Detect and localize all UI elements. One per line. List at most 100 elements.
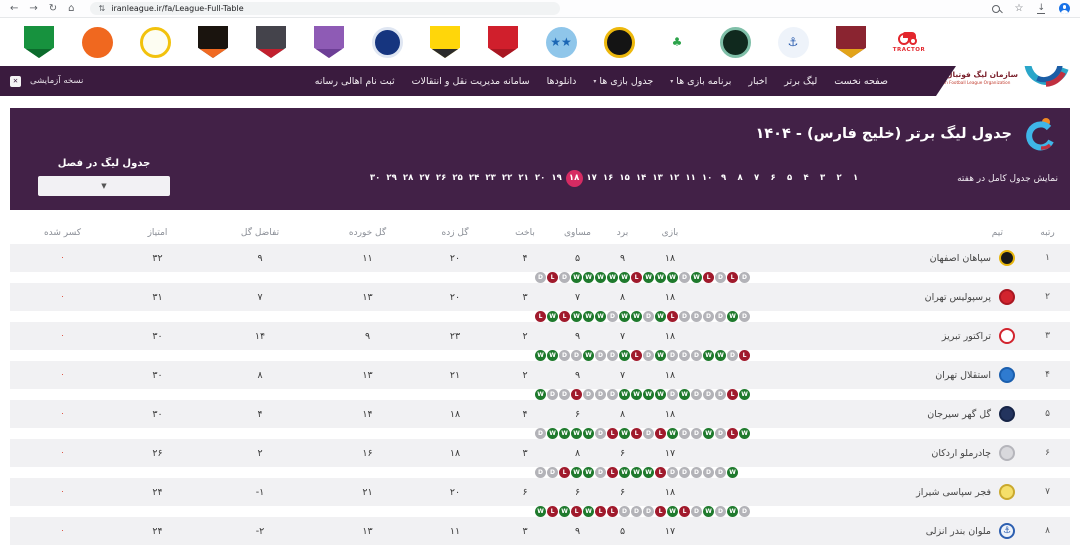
form-draw-icon: D: [691, 350, 702, 361]
form-draw-icon: D: [595, 467, 606, 478]
week-number[interactable]: ۲۱: [518, 173, 529, 183]
won-cell: ۶: [619, 447, 626, 459]
week-number[interactable]: ۵: [786, 173, 793, 183]
malavan-strip-logo[interactable]: ⚓: [776, 25, 810, 59]
team-cell: پرسپولیس تهران: [695, 289, 1025, 305]
week-number[interactable]: ۲۹: [386, 173, 397, 183]
week-number[interactable]: ۴: [803, 173, 809, 183]
club-orange-black-logo[interactable]: [196, 25, 230, 59]
week-number[interactable]: ۳: [819, 173, 826, 183]
table-row[interactable]: ۱ سپاهان اصفهان ۱۸ ۹ ۵ ۴ ۲۰ ۱۱ ۹ ۳۲ ۰: [10, 244, 1070, 272]
deducted-cell: ۰: [60, 487, 65, 497]
goals-for-cell: ۲۱: [449, 369, 461, 381]
nav-item[interactable]: سامانه مدیریت نقل و انتقالات: [412, 76, 530, 87]
foolad-logo[interactable]: [834, 25, 868, 59]
nav-item[interactable]: اخبار: [748, 76, 767, 87]
profile-avatar[interactable]: [1059, 3, 1070, 14]
goals-for-cell: ۲۰: [449, 252, 461, 264]
table-row[interactable]: ۴ استقلال تهران ۱۸ ۷ ۹ ۲ ۲۱ ۱۳ ۸ ۳۰ ۰: [10, 361, 1070, 389]
address-bar[interactable]: ⇅ iranleague.ir/fa/League-Full-Table: [89, 2, 560, 15]
week-number[interactable]: ۲: [836, 173, 842, 183]
havadar-logo[interactable]: [312, 25, 346, 59]
page-title: جدول لیگ برتر (خلیج فارس) - ۱۴۰۴: [755, 125, 1012, 142]
goals-for-cell: ۱۸: [449, 447, 461, 459]
week-number[interactable]: ۳۰: [369, 173, 381, 183]
week-number[interactable]: ۷: [753, 173, 760, 183]
kheybar-logo[interactable]: [22, 25, 56, 59]
table-row[interactable]: ۷ فجر سپاسی شیراز ۱۸ ۶ ۶ ۶ ۲۰ ۲۱ -۱ ۲۴ ۰: [10, 478, 1070, 506]
table-row[interactable]: ۸ ⚓ ملوان بندر انزلی ۱۷ ۵ ۹ ۳ ۱۱ ۱۳ -۲ ۲۴ ۰: [10, 517, 1070, 545]
form-win-icon: W: [571, 428, 582, 439]
nav-item[interactable]: دانلودها: [547, 76, 577, 87]
table-row[interactable]: ۵ گل گهر سیرجان ۱۸ ۸ ۶ ۴ ۱۸ ۱۴ ۴ ۳۰ ۰: [10, 400, 1070, 428]
week-number[interactable]: ۱۸: [565, 170, 583, 187]
week-number[interactable]: ۱۷: [586, 173, 597, 183]
table-row[interactable]: ۲ پرسپولیس تهران ۱۸ ۸ ۷ ۳ ۲۰ ۱۳ ۷ ۳۱ ۰: [10, 283, 1070, 311]
form-win-icon: W: [727, 311, 738, 322]
site-settings-icon[interactable]: ⇅: [98, 4, 106, 13]
form-loss-icon: L: [631, 350, 642, 361]
esteghlal-strip-logo[interactable]: ★★: [544, 25, 578, 59]
week-number[interactable]: ۲۲: [501, 173, 513, 183]
form-win-icon: W: [583, 467, 594, 478]
week-number[interactable]: ۱۲: [668, 173, 680, 183]
week-number[interactable]: ۱۶: [602, 173, 614, 183]
week-number[interactable]: ۲۰: [534, 173, 546, 183]
form-win-icon: W: [655, 311, 666, 322]
week-number[interactable]: ۱: [852, 173, 859, 183]
nav-item[interactable]: لیگ برتر: [784, 76, 817, 87]
table-row[interactable]: ۳ تراکتور تبریز ۱۸ ۷ ۹ ۲ ۲۳ ۹ ۱۴ ۳۰ ۰: [10, 322, 1070, 350]
sepahan-strip-logo[interactable]: [602, 25, 636, 59]
season-filter-label: جدول لیگ در فصل: [57, 158, 151, 169]
mes-rafsanjan-logo[interactable]: [80, 25, 114, 59]
week-number[interactable]: ۸: [737, 173, 743, 183]
week-number[interactable]: ۲۵: [452, 173, 463, 183]
shams-azar-logo[interactable]: [718, 25, 752, 59]
week-number[interactable]: ۱۱: [685, 173, 696, 183]
table-row[interactable]: ۶ چادرملو اردکان ۱۷ ۶ ۸ ۳ ۱۸ ۱۶ ۲ ۲۶ ۰: [10, 439, 1070, 467]
forward-icon[interactable]: →: [29, 2, 38, 14]
zob-ahan-logo[interactable]: ♣: [660, 25, 694, 59]
week-number[interactable]: ۲۸: [402, 173, 414, 183]
page-zoom-icon[interactable]: [992, 4, 1001, 13]
week-number[interactable]: ۱۹: [551, 173, 562, 183]
persepolis-strip-logo[interactable]: [486, 25, 520, 59]
download-icon[interactable]: ↓: [1037, 2, 1045, 14]
drawn-cell: ۹: [574, 525, 581, 537]
week-number[interactable]: ۲۳: [485, 173, 496, 183]
form-win-icon: W: [727, 506, 738, 517]
form-loss-icon: L: [535, 311, 546, 322]
nav-item[interactable]: برنامه بازی ها ▾: [670, 76, 731, 87]
nav-item[interactable]: صفحه نخست: [834, 76, 888, 87]
week-number[interactable]: ۲۶: [435, 173, 447, 183]
home-icon[interactable]: ⌂: [68, 2, 75, 14]
club-navy-logo[interactable]: [370, 25, 404, 59]
week-number[interactable]: ۲۴: [468, 173, 480, 183]
reload-icon[interactable]: ↻: [48, 2, 58, 14]
week-number[interactable]: ۱۳: [652, 173, 663, 183]
tractor-strip-logo[interactable]: TRACTOR: [892, 25, 926, 59]
form-draw-icon: D: [691, 506, 702, 517]
form-draw-icon: D: [703, 467, 714, 478]
chadormelo-logo[interactable]: [138, 25, 172, 59]
nav-item[interactable]: ثبت نام اهالی رسانه: [315, 76, 395, 87]
bookmark-star-icon[interactable]: ☆: [1014, 2, 1024, 14]
league-org-logo-icon: [1024, 66, 1069, 87]
week-number[interactable]: ۱۰: [701, 173, 713, 183]
back-icon[interactable]: ←: [10, 2, 19, 14]
column-header: برد: [616, 228, 629, 238]
chevron-down-icon: ▼: [101, 182, 107, 190]
club-gray-red-logo[interactable]: [254, 25, 288, 59]
week-number[interactable]: ۹: [720, 173, 727, 183]
team-cell: چادرملو اردکان: [695, 445, 1025, 461]
week-number[interactable]: ۲۷: [419, 173, 430, 183]
week-number[interactable]: ۶: [770, 173, 776, 183]
week-number[interactable]: ۱۴: [635, 173, 647, 183]
won-cell: ۷: [619, 369, 626, 381]
week-number[interactable]: ۱۵: [619, 173, 630, 183]
season-select[interactable]: ▼: [38, 176, 170, 196]
form-draw-icon: D: [739, 272, 750, 283]
nav-item[interactable]: جدول بازی ها ▾: [593, 76, 653, 87]
fajr-sepasi-strip-logo[interactable]: [428, 25, 462, 59]
close-icon[interactable]: ✕: [10, 75, 21, 87]
